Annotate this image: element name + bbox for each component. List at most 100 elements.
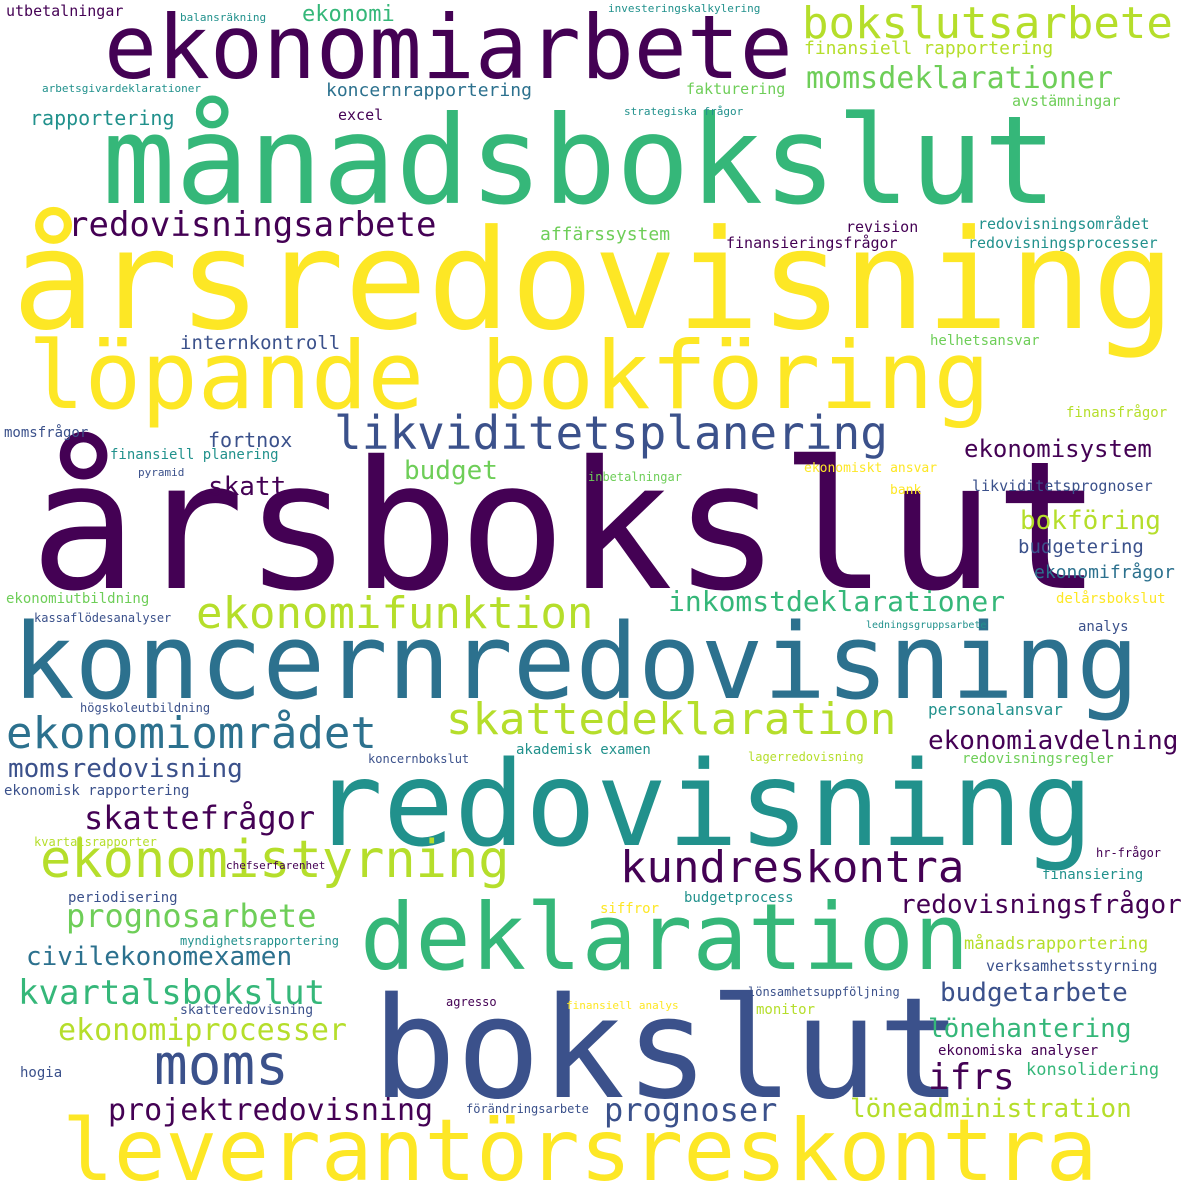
word-verksamhetsstyrning: verksamhetsstyrning [986, 957, 1158, 975]
word-avstamningar: avstämningar [1012, 92, 1121, 110]
word-finansiell-planering: finansiell planering [110, 447, 279, 463]
word-monitor: monitor [756, 1002, 816, 1018]
word-skattefragor: skattefrågor [84, 799, 316, 837]
word-bank: bank [890, 483, 922, 498]
word-periodisering: periodisering [68, 890, 178, 906]
word-likviditetsplanering: likviditetsplanering [334, 406, 888, 460]
word-hr-fragor: hr-frågor [1096, 846, 1162, 860]
word-ekonomiprocesser: ekonomiprocesser [58, 1013, 347, 1048]
word-internkontroll: internkontroll [180, 332, 341, 354]
word-kvartalsrapporter: kvartalsrapporter [34, 835, 157, 849]
word-finansieringsfragor: finansieringsfrågor [726, 234, 898, 252]
word-ekonomisystem: ekonomisystem [964, 435, 1152, 463]
word-siffror: siffror [600, 901, 660, 917]
word-redovisningsprocesser: redovisningsprocesser [968, 234, 1158, 252]
word-ekonomifunktion: ekonomifunktion [196, 588, 594, 639]
word-leverantorsreskontra: leverantörsreskontra [62, 1101, 1098, 1200]
word-redovisningsregler: redovisningsregler [962, 751, 1114, 767]
word-ekonomifragor: ekonomifrågor [1034, 562, 1175, 583]
word-affarssystem: affärssystem [540, 224, 671, 245]
word-myndighetsrapportering: myndighetsrapportering [180, 934, 339, 948]
word-skatt: skatt [208, 472, 287, 502]
word-skatteredovisning: skatteredovisning [180, 1003, 314, 1018]
word-redovisningsfragor: redovisningsfrågor [900, 890, 1182, 920]
word-projektredovisning: projektredovisning [108, 1093, 434, 1128]
word-konsolidering: konsolidering [1026, 1060, 1160, 1080]
word-pyramid: pyramid [138, 466, 185, 479]
word-finansiell-rapportering: finansiell rapportering [804, 38, 1054, 59]
word-hogia: hogia [20, 1065, 63, 1081]
word-forandringsarbete: förändringsarbete [466, 1102, 589, 1116]
word-bokslut: bokslut [372, 968, 963, 1131]
word-prognoser: prognoser [604, 1091, 778, 1129]
word-manadsrapportering: månadsrapportering [964, 934, 1149, 954]
word-ekonomiavdelning: ekonomiavdelning [928, 726, 1179, 756]
word-ekonomiska-analyser: ekonomiska analyser [938, 1043, 1099, 1059]
word-finansfragor: finansfrågor [1066, 405, 1168, 421]
word-redovisning: redovisning [312, 735, 1094, 873]
word-balansrakning: balansräkning [180, 11, 267, 24]
word-momsredovisning: momsredovisning [8, 754, 243, 784]
word-delarsbokslut: delårsbokslut [1056, 591, 1166, 607]
word-budget: budget [404, 456, 498, 486]
word-budgetering: budgetering [1018, 536, 1144, 558]
word-koncernbokslut: koncernbokslut [368, 752, 470, 766]
word-analys: analys [1078, 619, 1129, 635]
word-arsbokslut: årsbokslut [30, 423, 1102, 630]
word-ekonomisk-rapportering: ekonomisk rapportering [4, 783, 190, 799]
word-ekonomistyrning: ekonomistyrning [40, 830, 510, 890]
word-arbetsgivardeklarationer: arbetsgivardeklarationer [42, 82, 201, 95]
word-kvartalsbokslut: kvartalsbokslut [18, 973, 326, 1013]
word-momsfragor: momsfrågor [4, 425, 89, 441]
word-manadsbokslut: månadsbokslut [102, 90, 1057, 232]
word-lonehantering: lönehantering [928, 1014, 1132, 1044]
word-civilekonomexamen: civilekonomexamen [26, 942, 293, 972]
word-prognosarbete: prognosarbete [66, 897, 317, 935]
word-lopande-bokforing: löpande bokföring [28, 322, 991, 431]
word-fortnox: fortnox [208, 428, 293, 452]
word-helhetsansvar: helhetsansvar [930, 333, 1040, 349]
word-finansiell-analys: finansiell analys [566, 999, 679, 1012]
word-kassaflodesanalyser: kassaflödesanalyser [34, 611, 172, 625]
word-ekonomi: ekonomi [302, 2, 395, 27]
word-likviditetsprognoser: likviditetsprognoser [972, 477, 1153, 495]
word-redovisningsarbete: redovisningsarbete [68, 205, 437, 245]
word-finansiering: finansiering [1042, 867, 1144, 883]
word-inbetalningar: inbetalningar [588, 470, 682, 484]
word-rapportering: rapportering [30, 106, 175, 130]
word-utbetalningar: utbetalningar [6, 2, 124, 20]
word-skattedeklaration: skattedeklaration [446, 694, 897, 745]
word-arsredovisning: årsredovisning [12, 200, 1176, 361]
word-ekonomiarbete: ekonomiarbete [104, 0, 793, 99]
word-lagerredovisning: lagerredovisning [748, 750, 864, 764]
word-inkomstdeklarationer: inkomstdeklarationer [668, 585, 1006, 618]
word-investeringskalkylering: investeringskalkylering [608, 2, 761, 15]
word-akademisk-examen: akademisk examen [516, 742, 651, 758]
word-agresso: agresso [446, 995, 497, 1009]
word-lonsamhetsuppfoljning: lönsamhetsuppföljning [748, 985, 900, 999]
word-deklaration: deklaration [360, 884, 970, 991]
word-budgetprocess: budgetprocess [684, 890, 794, 906]
word-redovisningsomradet: redovisningsområdet [978, 215, 1150, 233]
word-chefserfarenhet: chefserfarenhet [226, 859, 326, 872]
word-kundreskontra: kundreskontra [620, 842, 965, 893]
word-koncernredovisning: koncernredovisning [12, 601, 1140, 723]
word-ifrs: ifrs [928, 1057, 1015, 1098]
word-loneadministration: löneadministration [850, 1094, 1132, 1124]
word-fakturering: fakturering [686, 80, 786, 98]
word-ledningsgruppsarbete: ledningsgruppsarbete [866, 620, 987, 631]
word-ekonomiomradet: ekonomiområdet [6, 708, 377, 759]
word-ekonomiutbildning: ekonomiutbildning [6, 591, 150, 607]
word-strategiska-fragor: strategiska frågor [624, 105, 744, 118]
word-hogskoleutbildning: högskoleutbildning [80, 701, 211, 715]
word-bokslutsarbete: bokslutsarbete [802, 0, 1173, 49]
word-revision: revision [846, 218, 919, 236]
word-budgetarbete: budgetarbete [940, 978, 1128, 1008]
word-ekonomiskt-ansvar: ekonomiskt ansvar [804, 461, 938, 476]
word-bokforing: bokföring [1020, 506, 1161, 536]
word-excel: excel [338, 106, 384, 124]
word-moms: moms [154, 1033, 289, 1098]
word-momsdeklarationer: momsdeklarationer [806, 61, 1114, 96]
word-personalansvar: personalansvar [928, 700, 1063, 719]
